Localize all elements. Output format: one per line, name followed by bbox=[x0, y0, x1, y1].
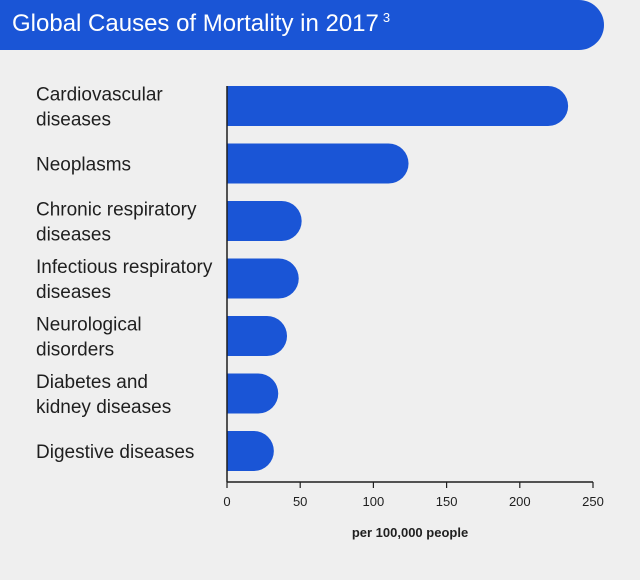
x-tick-label: 50 bbox=[293, 494, 307, 509]
category-label: Chronic respiratory diseases bbox=[36, 200, 197, 246]
bar bbox=[227, 431, 274, 471]
bar bbox=[227, 86, 569, 126]
category-label: Cardiovascular diseases bbox=[36, 85, 163, 131]
bar bbox=[227, 143, 409, 184]
category-label-line: Neurological bbox=[36, 315, 142, 336]
category-label-line: Neoplasms bbox=[36, 155, 131, 176]
category-label: Diabetes and kidney diseases bbox=[36, 372, 171, 418]
category-label-line: diseases bbox=[36, 282, 111, 303]
category-label-line: Cardiovascular bbox=[36, 85, 163, 106]
category-label-line: disorders bbox=[36, 340, 114, 361]
bar bbox=[227, 373, 279, 414]
category-label-line: kidney diseases bbox=[36, 397, 171, 418]
title-bar: Global Causes of Mortality in 2017 3 bbox=[0, 0, 604, 50]
category-label-line: diseases bbox=[36, 110, 111, 131]
x-tick-label: 150 bbox=[436, 494, 458, 509]
category-label: Neoplasms bbox=[36, 155, 131, 176]
category-label: Digestive diseases bbox=[36, 442, 194, 463]
category-label-line: Infectious respiratory bbox=[36, 257, 213, 278]
category-label: Neurological disorders bbox=[36, 315, 142, 361]
bar bbox=[227, 258, 299, 299]
category-label-line: Digestive diseases bbox=[36, 442, 194, 463]
chart-title: Global Causes of Mortality in 2017 bbox=[12, 10, 379, 37]
category-label-line: Chronic respiratory bbox=[36, 200, 197, 221]
category-label: Infectious respiratory diseases bbox=[36, 257, 213, 303]
bar bbox=[227, 316, 288, 357]
category-label-line: Diabetes and bbox=[36, 372, 148, 393]
bar bbox=[227, 201, 302, 241]
category-label-line: diseases bbox=[36, 225, 111, 246]
chart-title-container: Global Causes of Mortality in 2017 3 bbox=[12, 10, 390, 38]
x-tick-label: 100 bbox=[363, 494, 385, 509]
x-tick-label: 0 bbox=[223, 494, 230, 509]
x-axis-title: per 100,000 people bbox=[352, 525, 468, 540]
x-tick-label: 200 bbox=[509, 494, 531, 509]
title-footnote: 3 bbox=[382, 10, 391, 25]
x-tick-label: 250 bbox=[582, 494, 604, 509]
